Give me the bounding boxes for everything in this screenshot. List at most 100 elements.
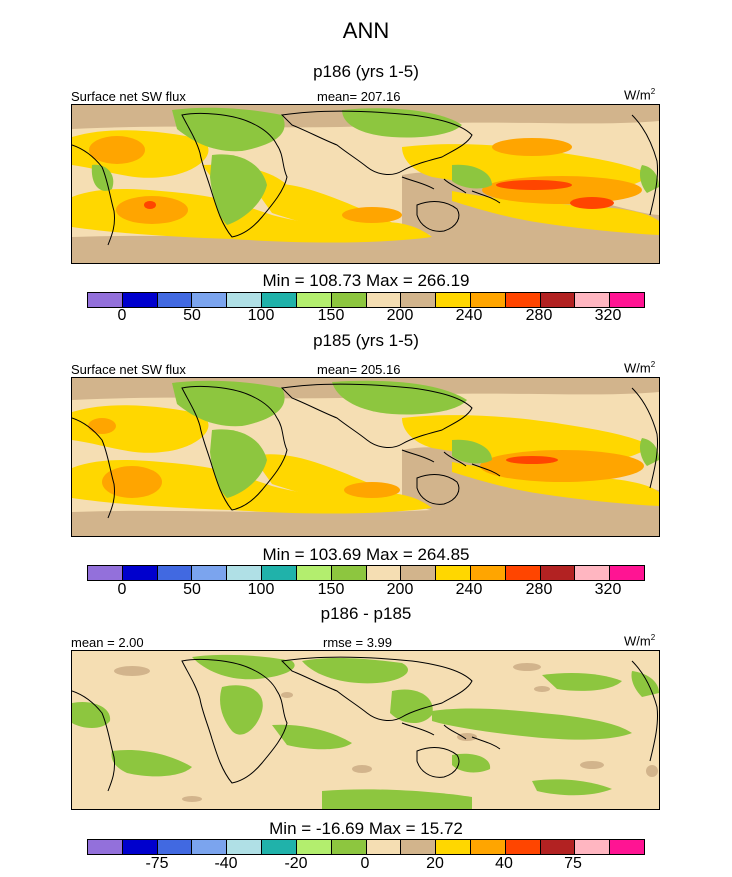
colorbar-swatch — [227, 840, 263, 854]
panel-2-variable-label: Surface net SW flux — [71, 362, 186, 377]
panel-1-map — [71, 104, 660, 264]
colorbar-swatch — [401, 293, 437, 307]
panel-1-coastlines — [72, 110, 658, 246]
colorbar-swatch — [262, 293, 297, 307]
panel-2-tick: 100 — [247, 581, 275, 598]
colorbar-swatch — [122, 566, 158, 580]
colorbar-swatch — [262, 566, 297, 580]
colorbar-swatch — [575, 840, 611, 854]
colorbar-swatch — [540, 840, 576, 854]
panel-1-tick: 240 — [455, 307, 483, 324]
colorbar-swatch — [401, 566, 437, 580]
colorbar-swatch — [157, 840, 193, 854]
panel-3-green-pacific-band — [432, 708, 632, 740]
panel-1-minmax: Min = 108.73 Max = 266.19 — [262, 271, 470, 290]
panel-3-tick: -20 — [284, 855, 308, 872]
colorbar-swatch — [296, 840, 332, 854]
colorbar-swatch — [88, 293, 123, 307]
colorbar-swatch — [331, 840, 367, 854]
panel-3-green-europe — [192, 654, 295, 680]
panel-2-map — [71, 377, 660, 537]
colorbar-swatch — [436, 566, 471, 580]
colorbar-swatch — [366, 840, 402, 854]
colorbar-swatch — [88, 840, 123, 854]
colorbar-swatch — [401, 840, 437, 854]
panel-3-tick: 20 — [426, 855, 444, 872]
colorbar-swatch — [192, 840, 228, 854]
panel-1-green-africa — [210, 154, 267, 225]
panel-2-tick: 150 — [317, 581, 345, 598]
colorbar-swatch — [366, 566, 402, 580]
panel-1-units: W/m2 — [624, 87, 656, 103]
panel-1-tick: 100 — [247, 307, 275, 324]
colorbar-swatch — [122, 293, 158, 307]
panel-2-tick: 320 — [594, 581, 622, 598]
panel-3-map — [71, 650, 660, 810]
panel-1-mean-label: mean= 207.16 — [317, 89, 401, 104]
colorbar-swatch — [505, 840, 541, 854]
panel-2-units: W/m2 — [624, 360, 656, 376]
colorbar-swatch — [505, 293, 541, 307]
colorbar-swatch — [366, 293, 402, 307]
colorbar-swatch — [157, 293, 193, 307]
colorbar-swatch — [470, 840, 506, 854]
panel-3-tick: 75 — [564, 855, 582, 872]
colorbar-swatch — [331, 293, 367, 307]
colorbar-swatch — [331, 566, 367, 580]
colorbar-swatch — [122, 840, 158, 854]
colorbar-swatch — [610, 840, 644, 854]
colorbar-swatch — [296, 293, 332, 307]
panel-2-colorbar — [87, 565, 645, 581]
colorbar-swatch — [192, 566, 228, 580]
panel-1-tick: 200 — [386, 307, 414, 324]
panel-3-mean-label: mean = 2.00 — [71, 635, 144, 650]
colorbar-swatch — [88, 566, 123, 580]
panel-3-minmax: Min = -16.69 Max = 15.72 — [269, 819, 463, 838]
panel-1-tick: 150 — [317, 307, 345, 324]
colorbar-swatch — [470, 566, 506, 580]
panel-2-subtitle: p185 (yrs 1-5) — [313, 331, 419, 350]
panel-1-tick: 280 — [525, 307, 553, 324]
panel-2-colorbar-ticks: 0 50 100 150 200 240 280 320 — [0, 581, 732, 603]
panel-1-tick: 0 — [117, 307, 127, 324]
panel-2-tick: 280 — [525, 581, 553, 598]
colorbar-swatch — [262, 840, 297, 854]
panel-3-colorbar — [87, 839, 645, 855]
colorbar-swatch — [436, 293, 471, 307]
panel-2-tick: 240 — [455, 581, 483, 598]
panel-1-variable-label: Surface net SW flux — [71, 89, 186, 104]
panel-3-tick: -40 — [214, 855, 238, 872]
panel-3-tick: 40 — [495, 855, 513, 872]
panel-1-tick: 50 — [183, 307, 201, 324]
panel-1-subtitle: p186 (yrs 1-5) — [313, 62, 419, 81]
colorbar-swatch — [470, 293, 506, 307]
colorbar-swatch — [192, 293, 228, 307]
panel-2-minmax: Min = 103.69 Max = 264.85 — [262, 545, 470, 564]
panel-1-colorbar — [87, 292, 645, 308]
colorbar-swatch — [610, 566, 644, 580]
panel-2-tick: 0 — [117, 581, 127, 598]
colorbar-swatch — [575, 293, 611, 307]
colorbar-swatch — [157, 566, 193, 580]
panel-2-tick: 200 — [386, 581, 414, 598]
panel-3-subtitle: p186 - p185 — [320, 604, 412, 623]
colorbar-swatch — [540, 293, 576, 307]
colorbar-swatch — [540, 566, 576, 580]
panel-3-tick: -75 — [145, 855, 169, 872]
panel-1-red-core — [496, 180, 572, 190]
figure-title: ANN — [342, 18, 390, 43]
panel-3-coastlines — [72, 656, 658, 792]
panel-3-tick: 0 — [360, 855, 370, 872]
panel-2-mean-label: mean= 205.16 — [317, 362, 401, 377]
panel-3-colorbar-ticks: -75 -40 -20 0 20 40 75 — [0, 855, 732, 877]
colorbar-swatch — [296, 566, 332, 580]
colorbar-swatch — [227, 566, 263, 580]
panel-1-tick: 320 — [594, 307, 622, 324]
colorbar-swatch — [227, 293, 263, 307]
panel-1-colorbar-ticks: 0 50 100 150 200 240 280 320 — [0, 307, 732, 329]
panel-3-green-africa — [220, 685, 263, 735]
colorbar-swatch — [610, 293, 644, 307]
colorbar-swatch — [436, 840, 471, 854]
panel-3-rmse-label: rmse = 3.99 — [323, 635, 393, 650]
colorbar-swatch — [575, 566, 611, 580]
